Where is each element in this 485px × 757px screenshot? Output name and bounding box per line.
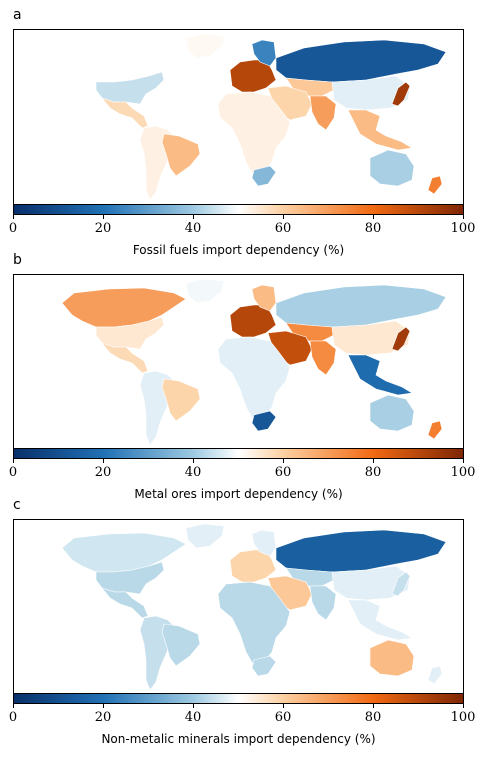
colorbar-tick-label: 80 [365,465,382,480]
colorbar-tick-label: 80 [365,710,382,725]
colorbar-tick-mark [13,459,14,463]
colorbar-c [13,693,464,704]
colorbar-tick-mark [103,215,104,219]
region-greenland [186,279,224,303]
colorbar-tick-mark [283,215,284,219]
region-southeast-asia [348,110,412,150]
colorbar-tick-mark [283,459,284,463]
colorbar-tick-mark [193,459,194,463]
colorbar-tick-mark [373,704,374,708]
region-new-zealand [428,176,442,194]
region-southeast-asia [348,600,412,640]
colorbar-tick-label: 20 [95,221,112,236]
colorbar-tick-label: 40 [185,465,202,480]
colorbar-tick-mark [373,215,374,219]
colorbar-label-b: Metal ores import dependency (%) [13,487,464,501]
panel-label-b: b [13,252,22,268]
world-map [14,30,464,205]
colorbar-tick-mark [193,704,194,708]
region-new-zealand [428,666,442,684]
colorbar-b [13,448,464,459]
colorbar-tick-label: 100 [451,465,476,480]
region-brazil [162,379,200,421]
colorbar-tick-label: 60 [275,221,292,236]
region-brazil [162,134,200,176]
panel-label-a: a [13,7,22,23]
colorbar-tick-mark [283,704,284,708]
colorbar-tick-label: 40 [185,221,202,236]
panel-label-c: c [13,497,21,513]
region-australia [370,150,414,186]
colorbar-tick-mark [463,459,464,463]
colorbar-tick-label: 0 [9,465,17,480]
colorbar-tick-mark [103,459,104,463]
colorbar-tick-label: 0 [9,710,17,725]
colorbar-tick-label: 60 [275,710,292,725]
colorbar-tick-mark [13,215,14,219]
colorbar-tick-label: 60 [275,465,292,480]
region-greenland [186,34,224,58]
colorbar-tick-label: 100 [451,221,476,236]
region-india [310,341,336,375]
region-brazil [162,624,200,666]
world-map [14,520,464,695]
world-map [14,275,464,450]
colorbar-label-c: Non-metalic minerals import dependency (… [13,732,464,746]
region-australia [370,395,414,431]
colorbar-tick-mark [193,215,194,219]
region-greenland [186,524,224,548]
colorbar-tick-mark [463,215,464,219]
colorbar-tick-label: 0 [9,221,17,236]
colorbar-tick-label: 100 [451,710,476,725]
colorbar-tick-label: 80 [365,221,382,236]
colorbar-tick-mark [463,704,464,708]
colorbar-tick-mark [103,704,104,708]
region-russia [276,530,446,572]
region-india [310,586,336,620]
region-new-zealand [428,421,442,439]
colorbar-tick-label: 40 [185,710,202,725]
region-india [310,96,336,130]
region-russia [276,40,446,82]
region-southeast-asia [348,355,412,395]
colorbar-tick-label: 20 [95,710,112,725]
region-russia [276,285,446,327]
map-panel-a [13,29,464,205]
map-panel-b [13,274,464,450]
region-north-america-north [62,43,186,82]
colorbar-tick-mark [373,459,374,463]
colorbar-label-a: Fossil fuels import dependency (%) [13,243,464,257]
region-north-america-north [62,288,186,327]
map-panel-c [13,519,464,695]
colorbar-tick-mark [13,704,14,708]
region-australia [370,640,414,676]
colorbar-a [13,204,464,215]
colorbar-tick-label: 20 [95,465,112,480]
region-north-america-north [62,533,186,572]
